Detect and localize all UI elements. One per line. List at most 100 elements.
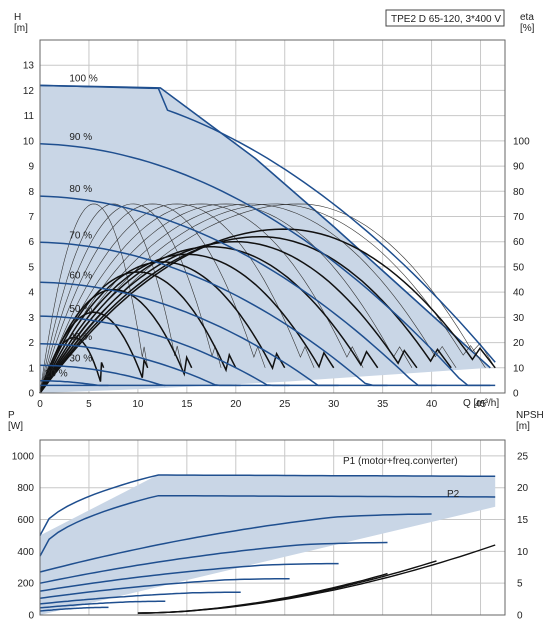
head-curve xyxy=(39,84,496,363)
efficiency-curve xyxy=(39,253,335,394)
npsh-tick-label: 15 xyxy=(517,515,529,526)
power-curve xyxy=(39,474,496,536)
x-tick-label: 25 xyxy=(279,399,291,410)
x-tick-label: 15 xyxy=(181,399,193,410)
efficiency-thin-curve xyxy=(39,203,315,394)
head-tick-label: 2 xyxy=(28,338,34,349)
power-chart-frame xyxy=(39,439,506,616)
efficiency-curve xyxy=(39,336,105,394)
efficiency-curve xyxy=(39,235,452,394)
head-curve xyxy=(39,364,241,387)
power-axis-label: P [W] xyxy=(8,410,23,432)
npsh-curve xyxy=(137,572,388,614)
x-tick-label: 5 xyxy=(86,399,92,410)
power-tick-label: 200 xyxy=(17,579,34,590)
eta-tick-label: 90 xyxy=(513,162,525,173)
speed-label: 30 % xyxy=(69,353,92,364)
head-operating-area xyxy=(39,84,491,394)
speed-label: 100 % xyxy=(69,73,97,84)
power-curves xyxy=(39,474,496,612)
head-axis-label: H [m] xyxy=(14,12,28,34)
power-operating-area xyxy=(40,475,496,615)
power-tick-label: 600 xyxy=(17,515,34,526)
flow-axis-label: Q [m³/h] xyxy=(463,398,499,409)
npsh-tick-label: 20 xyxy=(517,483,529,494)
eta-tick-label: 10 xyxy=(513,363,525,374)
head-curve xyxy=(39,143,496,387)
eta-tick-label: 100 xyxy=(513,136,530,147)
eta-axis-label: eta [%] xyxy=(520,12,535,34)
x-tick-label: 0 xyxy=(37,399,43,410)
head-tick-label: 1 xyxy=(28,363,34,374)
npsh-tick-label: 5 xyxy=(517,579,523,590)
speed-label: 50 % xyxy=(69,304,92,315)
head-tick-label: 9 xyxy=(28,162,34,173)
power-chart-ticks: 0 200 400 600 800 1000 0 5 10 15 20 25 xyxy=(12,451,529,621)
efficiency-thin-curve xyxy=(39,203,364,394)
power-tick-label: 800 xyxy=(17,483,34,494)
p2-series-label: P2 xyxy=(447,489,460,500)
head-tick-label: 4 xyxy=(28,288,34,299)
x-tick-label: 35 xyxy=(377,399,389,410)
efficiency-curves xyxy=(39,228,496,394)
x-tick-label: 45 xyxy=(475,399,487,410)
head-curve xyxy=(39,195,491,387)
x-tick-label: 10 xyxy=(132,399,144,410)
head-tick-label: 11 xyxy=(24,111,35,122)
speed-label: 60 % xyxy=(69,270,92,281)
npsh-tick-label: 0 xyxy=(517,611,523,622)
head-chart-ticks: 0 5 10 15 20 25 30 35 40 450123456789101112130102… xyxy=(23,61,530,410)
x-tick-label: 30 xyxy=(328,399,340,410)
x-tick-label: 40 xyxy=(426,399,438,410)
efficiency-curve xyxy=(39,261,286,394)
eta-tick-label: 30 xyxy=(513,313,525,324)
head-tick-label: 8 xyxy=(28,187,34,198)
head-chart-frame xyxy=(39,39,506,394)
efficiency-curve xyxy=(39,311,149,394)
x-tick-label: 20 xyxy=(230,399,242,410)
head-tick-label: 7 xyxy=(28,212,34,223)
npsh-axis-label: NPSH [m] xyxy=(516,410,544,432)
power-curve xyxy=(39,562,339,592)
speed-label: 90 % xyxy=(69,132,92,143)
efficiency-thin-curve xyxy=(39,203,266,394)
head-tick-label: 6 xyxy=(28,237,34,248)
eta-tick-label: 70 xyxy=(513,212,525,223)
head-tick-label: 5 xyxy=(28,262,34,273)
head-tick-label: 10 xyxy=(23,136,35,147)
p1-series-label: P1 (motor+freq.converter) xyxy=(343,456,458,467)
npsh-curves xyxy=(137,544,496,614)
power-tick-label: 1000 xyxy=(12,451,35,462)
power-tick-label: 400 xyxy=(17,547,34,558)
head-tick-label: 12 xyxy=(23,86,35,97)
head-tick-label: 13 xyxy=(23,61,35,72)
head-curves: 100 % 90 % 80 % 70 % 60 % 50 % 40 % 30 %20 % xyxy=(39,73,496,387)
power-curve xyxy=(39,494,496,557)
npsh-tick-label: 10 xyxy=(517,547,529,558)
power-curve xyxy=(39,577,290,600)
chart-title-box xyxy=(385,9,505,27)
eta-tick-label: 0 xyxy=(513,389,519,400)
power-curve xyxy=(39,513,432,573)
speed-label: 20 % xyxy=(45,369,68,380)
eta-tick-label: 50 xyxy=(513,262,525,273)
chart-title: TPE2 D 65-120, 3*400 V xyxy=(391,14,501,25)
efficiency-curve xyxy=(39,240,418,394)
power-operating-area-shape xyxy=(40,475,496,615)
head-tick-label: 0 xyxy=(28,389,34,400)
npsh-tick-label: 25 xyxy=(517,451,529,462)
eta-tick-label: 60 xyxy=(513,237,525,248)
efficiency-thin-curve xyxy=(39,203,148,394)
eta-tick-label: 20 xyxy=(513,338,525,349)
power-curve xyxy=(39,606,109,612)
efficiency-thin-curve xyxy=(39,203,222,394)
efficiency-curve xyxy=(39,228,496,394)
eta-tick-label: 80 xyxy=(513,187,525,198)
power-curve xyxy=(39,591,241,605)
eta-tick-label: 40 xyxy=(513,288,525,299)
head-tick-label: 3 xyxy=(28,313,34,324)
speed-label: 70 % xyxy=(69,230,92,241)
head-curve xyxy=(39,343,290,387)
head-operating-area-shape xyxy=(40,85,491,394)
